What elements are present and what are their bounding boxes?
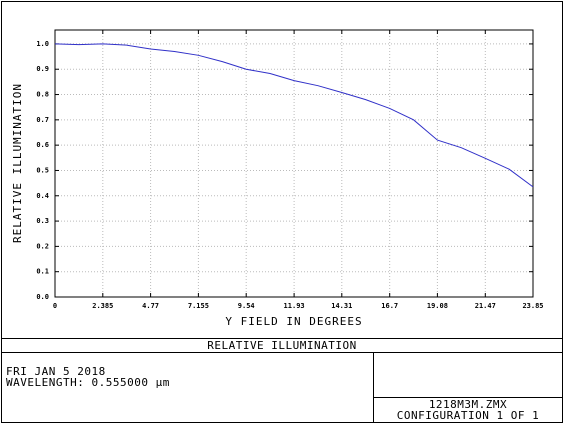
y-tick-label: 0.6: [36, 141, 49, 149]
y-axis-label: RELATIVE ILLUMINATION: [11, 83, 24, 243]
footer-config: CONFIGURATION 1 OF 1: [397, 409, 539, 422]
y-tick-label: 0.8: [36, 91, 49, 99]
x-axis-label: Y FIELD IN DEGREES: [225, 315, 362, 328]
footer-date: FRI JAN 5 2018: [6, 365, 106, 378]
y-tick-label: 0.9: [36, 65, 49, 73]
x-tick-label: 7.155: [188, 302, 209, 310]
x-tick-label: 21.47: [475, 302, 496, 310]
x-tick-label: 23.85: [522, 302, 543, 310]
y-tick-label: 0.0: [36, 293, 49, 301]
y-tick-label: 0.2: [36, 242, 49, 250]
x-tick-label: 19.08: [427, 302, 448, 310]
x-tick-label: 16.7: [381, 302, 398, 310]
plot-frame: [54, 29, 534, 298]
footer-wavelength: WAVELENGTH: 0.555000 µm: [6, 376, 170, 389]
y-tick-label: 1.0: [36, 40, 49, 48]
x-tick-label: 11.93: [284, 302, 305, 310]
footer-file: 1218M3M.ZMX: [429, 398, 507, 411]
x-tick-label: 2.385: [92, 302, 113, 310]
y-tick-label: 0.3: [36, 217, 49, 225]
y-tick-label: 0.7: [36, 116, 49, 124]
y-tick-label: 0.5: [36, 166, 49, 174]
y-tick-label: 0.1: [36, 268, 49, 276]
footer-title: RELATIVE ILLUMINATION: [207, 339, 357, 352]
x-tick-label: 0: [53, 302, 57, 310]
x-tick-label: 4.77: [142, 302, 159, 310]
x-tick-label: 14.31: [331, 302, 352, 310]
x-tick-label: 9.54: [238, 302, 255, 310]
y-tick-label: 0.4: [36, 192, 49, 200]
data-line: [54, 43, 534, 188]
